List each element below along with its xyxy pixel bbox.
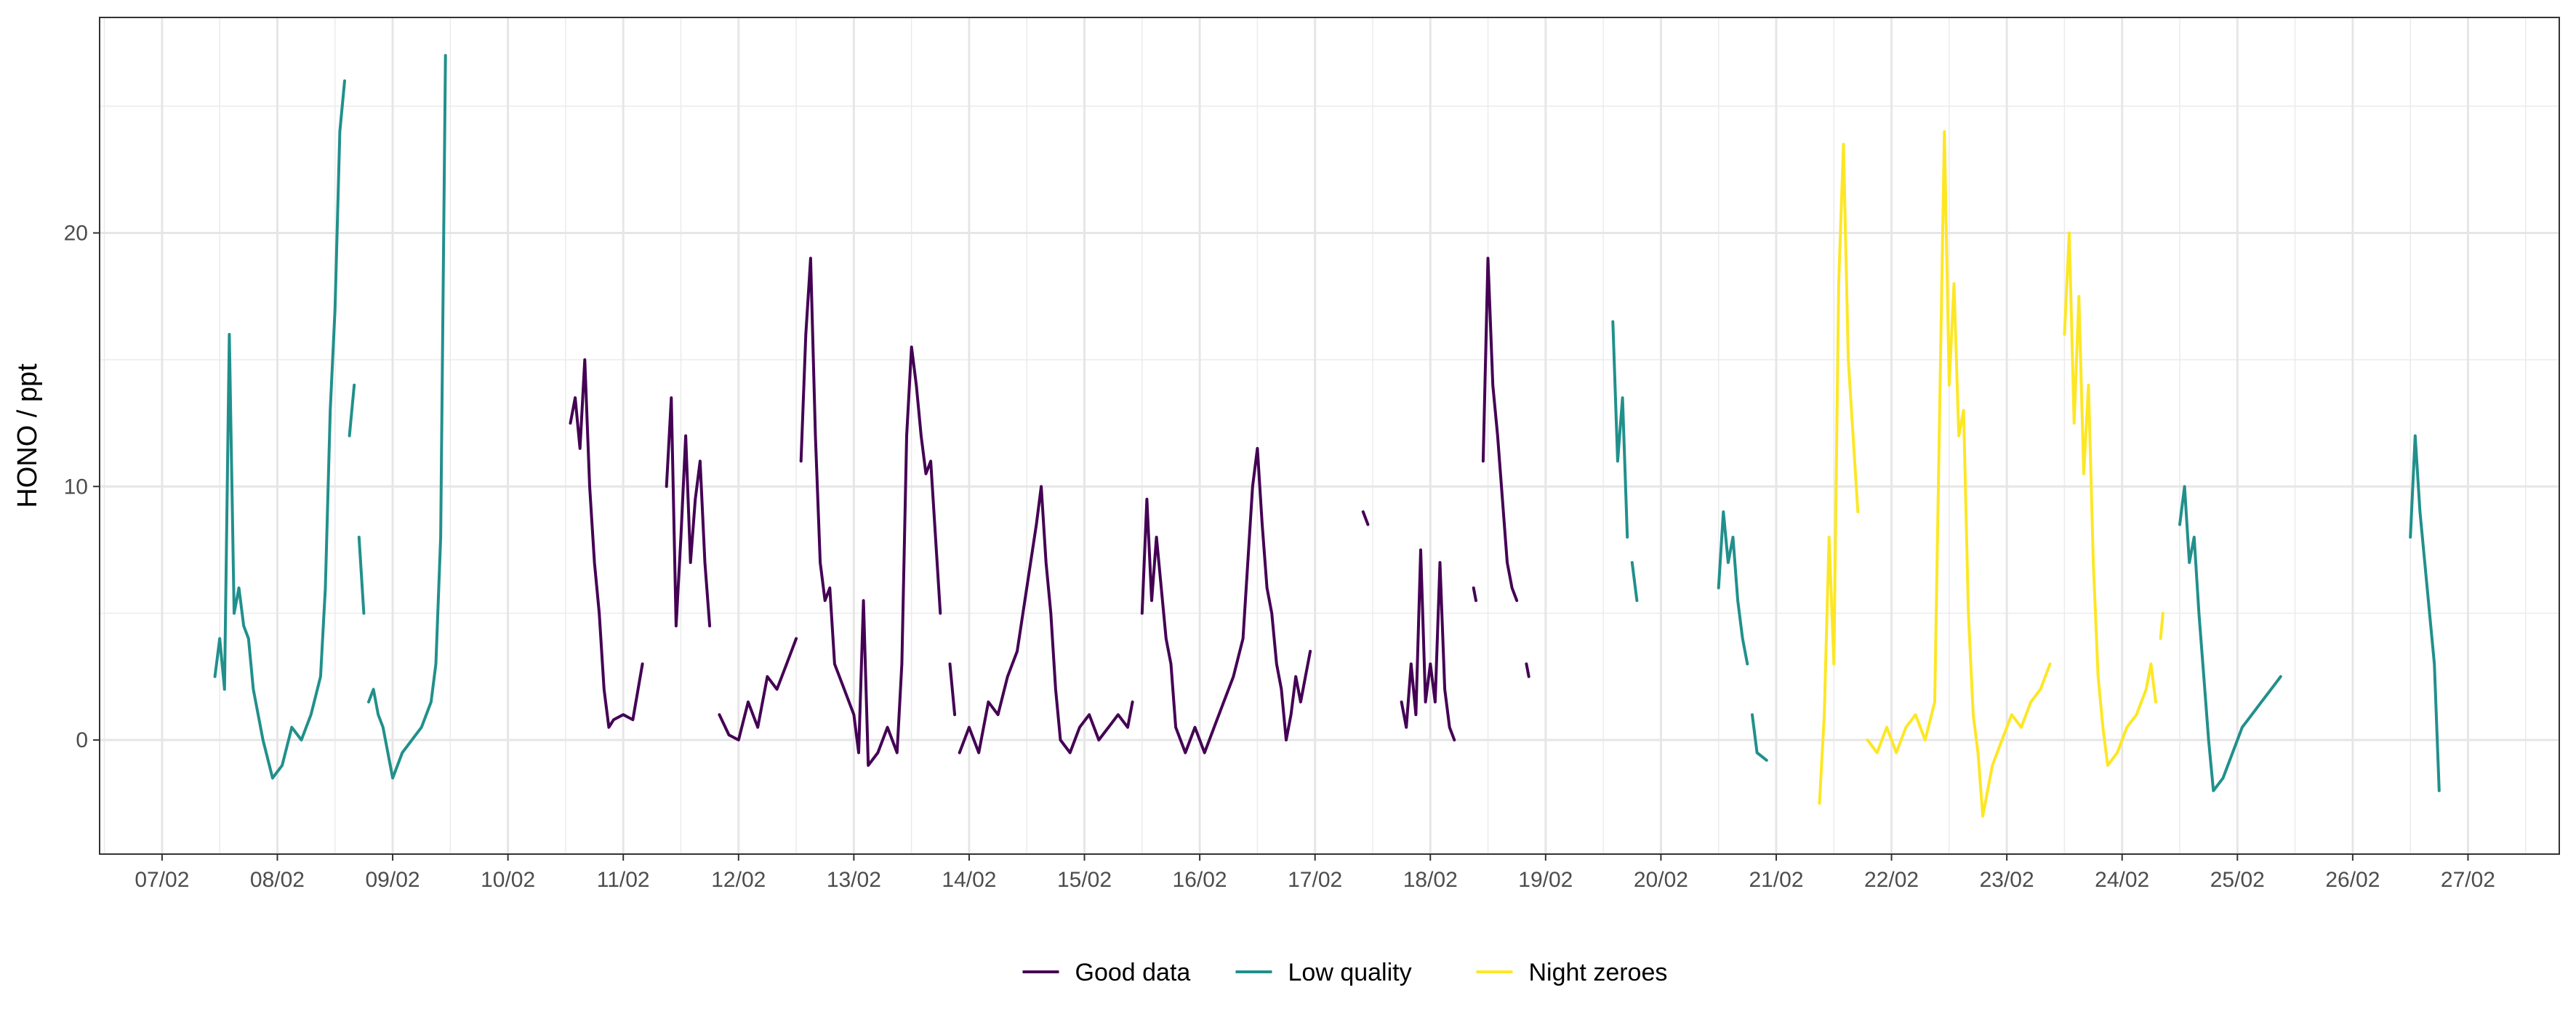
x-tick-label: 13/02	[827, 868, 881, 892]
series-line-low-quality	[367, 54, 447, 780]
series-line-good-data	[665, 396, 712, 628]
series-line-good-data	[718, 637, 798, 741]
y-tick-label: 10	[64, 475, 88, 499]
x-tick-label: 18/02	[1403, 868, 1458, 892]
y-tick-label: 20	[64, 221, 88, 245]
x-tick-label: 15/02	[1057, 868, 1112, 892]
x-tick-label: 09/02	[366, 868, 420, 892]
x-tick-label: 10/02	[481, 868, 535, 892]
x-tick-label: 27/02	[2441, 868, 2495, 892]
legend-label-night-zeroes: Night zeroes	[1529, 959, 1668, 986]
x-tick-label: 08/02	[250, 868, 305, 892]
y-axis-title: HONO / ppt	[12, 363, 43, 508]
series-low-quality	[213, 54, 2441, 792]
series-line-low-quality	[2178, 485, 2282, 792]
plot-panel-border	[99, 17, 2560, 855]
x-tick-label: 21/02	[1749, 868, 1803, 892]
series-line-low-quality	[1630, 560, 1639, 603]
series-line-low-quality	[1717, 510, 1749, 666]
series-line-good-data	[1400, 548, 1456, 741]
y-tick-label: 0	[76, 728, 88, 752]
x-tick-label: 17/02	[1288, 868, 1342, 892]
series-line-night-zeroes	[1818, 142, 1860, 805]
series-line-low-quality	[1611, 320, 1629, 539]
x-tick-label: 16/02	[1173, 868, 1227, 892]
y-axis: 0 10 20	[64, 221, 100, 752]
series-line-night-zeroes	[2063, 231, 2157, 767]
series-line-night-zeroes	[1866, 130, 2052, 818]
series-line-low-quality	[357, 536, 366, 615]
legend-item-good-data: Good data	[1022, 959, 1191, 986]
legend-label-good-data: Good data	[1075, 959, 1191, 986]
series-line-good-data	[1525, 662, 1530, 678]
legend-item-night-zeroes: Night zeroes	[1476, 959, 1668, 986]
series-line-good-data	[1472, 586, 1477, 603]
x-tick-label: 12/02	[711, 868, 766, 892]
x-tick-label: 22/02	[1864, 868, 1919, 892]
x-tick-label: 26/02	[2325, 868, 2380, 892]
x-tick-label: 25/02	[2210, 868, 2265, 892]
series-line-good-data	[1361, 510, 1370, 526]
series-line-low-quality	[213, 79, 346, 780]
series-line-good-data	[948, 662, 957, 717]
series-line-low-quality	[2409, 434, 2441, 792]
legend: Good data Low quality Night zeroes	[1022, 959, 1668, 986]
x-tick-label: 23/02	[1980, 868, 2034, 892]
x-tick-label: 24/02	[2095, 868, 2149, 892]
series-line-low-quality	[1751, 713, 1768, 762]
series-lines	[213, 54, 2441, 818]
x-tick-label: 20/02	[1634, 868, 1688, 892]
series-line-good-data	[569, 358, 644, 729]
series-line-good-data	[958, 485, 1134, 755]
legend-label-low-quality: Low quality	[1288, 959, 1412, 986]
series-line-good-data	[799, 257, 942, 767]
x-axis: 07/02 08/02 09/02 10/02 11/02 12/02 13/02 14/02…	[135, 854, 2495, 892]
x-tick-label: 07/02	[135, 868, 189, 892]
x-tick-label: 19/02	[1518, 868, 1573, 892]
x-tick-label: 11/02	[597, 868, 650, 892]
x-tick-label: 14/02	[942, 868, 996, 892]
series-line-good-data	[1481, 257, 1519, 603]
series-line-low-quality	[348, 383, 356, 438]
series-night-zeroes	[1818, 130, 2164, 818]
series-line-good-data	[1140, 446, 1312, 755]
series-line-night-zeroes	[2159, 611, 2164, 640]
series-good-data	[569, 257, 1530, 767]
legend-item-low-quality: Low quality	[1235, 959, 1412, 986]
